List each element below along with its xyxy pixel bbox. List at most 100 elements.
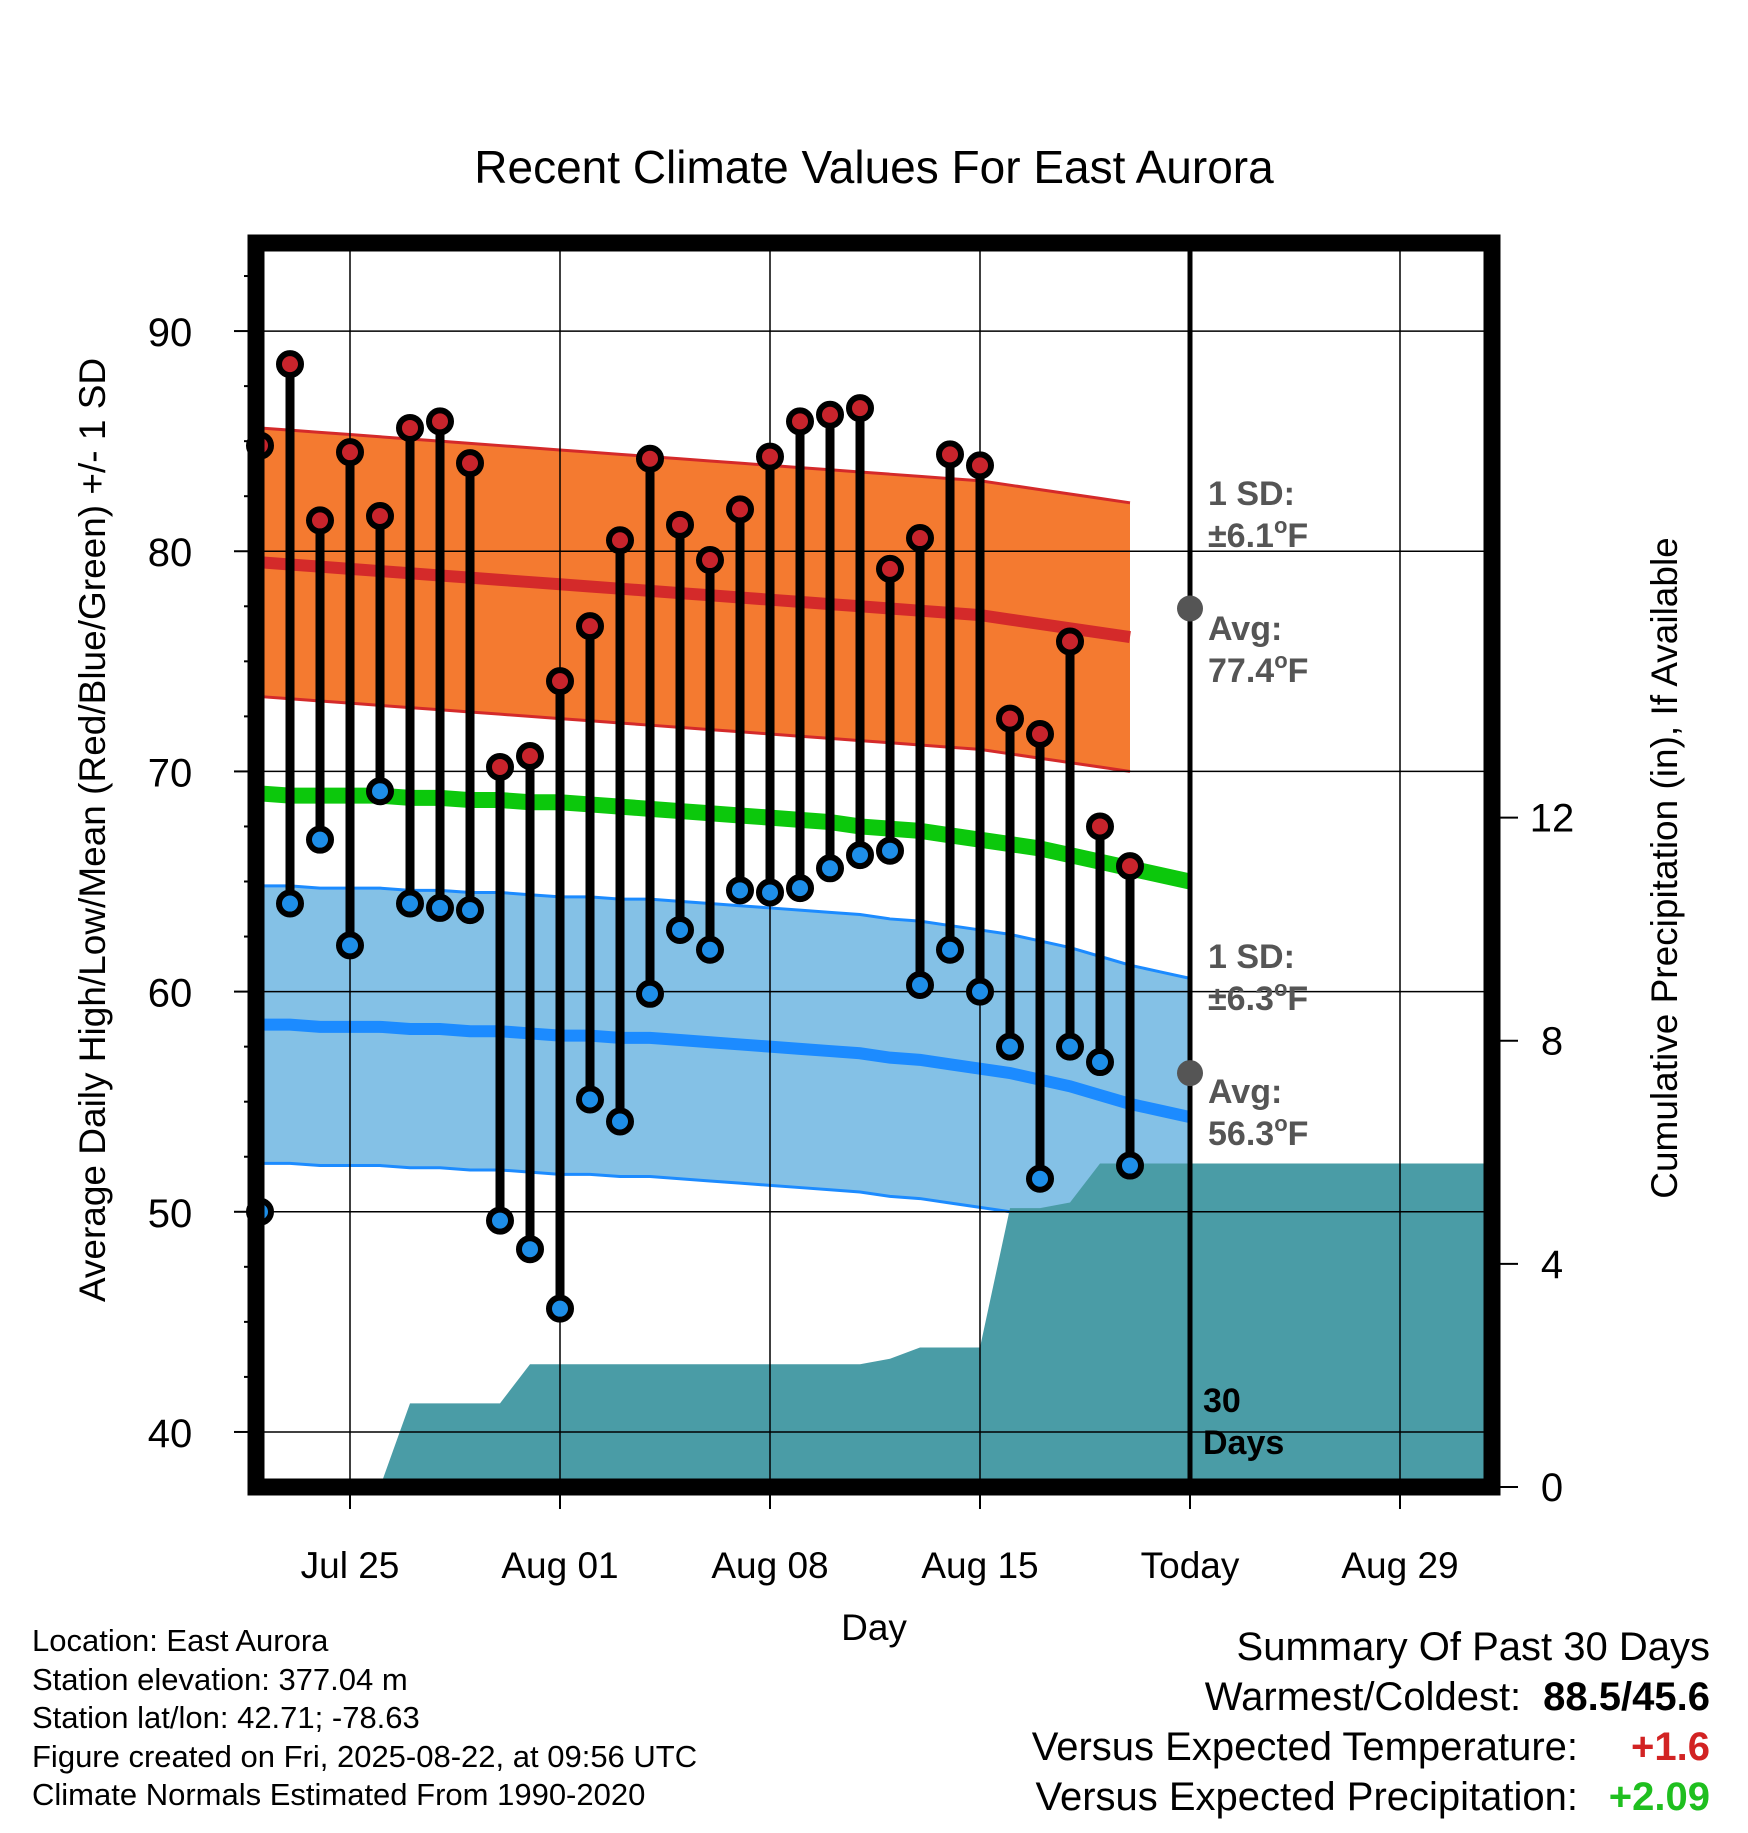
days-annotation-number: 30 <box>1203 1382 1241 1420</box>
daily-low-point <box>696 935 724 964</box>
daily-low-point <box>636 979 664 1008</box>
daily-high-point <box>516 742 544 771</box>
daily-high-point <box>456 449 484 478</box>
temp-anomaly-row: Versus Expected Temperature: +1.6 <box>1032 1722 1710 1772</box>
low-avg-annotation: Avg:56.3oF <box>1208 1073 1308 1153</box>
daily-high-point <box>996 704 1024 733</box>
y2-tick-label: 12 <box>1530 797 1575 841</box>
warmest-coldest-row: Warmest/Coldest: 88.5/45.6 <box>1032 1672 1710 1722</box>
daily-high-point <box>576 612 604 641</box>
y-tick-label: 50 <box>148 1192 193 1236</box>
cumulative-precip-area <box>260 1163 1492 1487</box>
daily-low-point <box>996 1032 1024 1061</box>
high-sd-annotation-line2: ±6.1oF <box>1208 513 1308 555</box>
daily-high-point <box>1026 719 1054 748</box>
daily-low-point <box>306 825 334 854</box>
high-avg-annotation: Avg:77.4oF <box>1208 610 1308 690</box>
daily-high-point <box>306 506 334 535</box>
latlon-text: Station lat/lon: 42.71; -78.63 <box>32 1700 420 1735</box>
daily-high-point <box>636 444 664 473</box>
x-tick-label: Aug 08 <box>711 1545 828 1586</box>
daily-high-point <box>1086 812 1114 841</box>
y-tick-label: 70 <box>148 751 193 795</box>
daily-low-point <box>966 977 994 1006</box>
daily-high-point <box>696 546 724 575</box>
daily-high-point <box>726 495 754 524</box>
created-text: Figure created on Fri, 2025-08-22, at 09… <box>32 1738 698 1774</box>
daily-low-point <box>1116 1151 1144 1180</box>
low-sd-band <box>260 885 1190 1256</box>
daily-low-point <box>846 841 874 870</box>
daily-low-point <box>666 915 694 944</box>
daily-high-point <box>906 524 934 553</box>
x-tick-label: Jul 25 <box>301 1545 400 1586</box>
temp-anomaly-value: +1.6 <box>1631 1725 1710 1769</box>
precip-anomaly-value: +2.09 <box>1608 1775 1710 1819</box>
plot-area <box>256 243 1492 1487</box>
normal-high-line <box>259 556 1131 644</box>
x-tick-label: Aug 01 <box>501 1545 618 1586</box>
daily-high-point <box>816 400 844 429</box>
today-high-avg-marker <box>1177 595 1203 622</box>
high-band-lower-edge <box>259 695 1131 773</box>
y-tick-label: 40 <box>148 1412 193 1456</box>
precip-anomaly-row: Versus Expected Precipitation: +2.09 <box>1032 1772 1710 1822</box>
high-sd-annotation-line1: 1 SD: <box>1208 475 1295 513</box>
summary-panel: Summary Of Past 30 Days Warmest/Coldest:… <box>1032 1622 1710 1822</box>
low-avg-annotation-line1: Avg: <box>1208 1073 1282 1111</box>
daily-low-point <box>456 896 484 925</box>
daily-high-point <box>606 526 634 555</box>
daily-high-point <box>786 407 814 436</box>
daily-low-point <box>546 1294 574 1323</box>
high-sd-annotation: 1 SD:±6.1oF <box>1208 475 1308 555</box>
normals-text: Climate Normals Estimated From 1990-2020 <box>32 1777 646 1812</box>
daily-low-point <box>936 935 964 964</box>
daily-high-point <box>336 438 364 467</box>
low-band-upper-edge <box>260 884 1191 980</box>
temp-anomaly-label: Versus Expected Temperature: <box>1031 1725 1578 1769</box>
daily-low-point <box>516 1235 544 1264</box>
chart-title: Recent Climate Values For East Aurora <box>474 141 1274 193</box>
normal-low-line <box>260 1018 1192 1123</box>
daily-low-point <box>336 931 364 960</box>
daily-high-point <box>546 667 574 696</box>
daily-low-point <box>366 777 394 806</box>
y-tick-label: 90 <box>148 311 193 355</box>
y-axis-label: Average Daily High/Low/Mean (Red/Blue/Gr… <box>72 358 113 1302</box>
elevation-text: Station elevation: 377.04 m <box>32 1661 408 1697</box>
x-axis-label: Day <box>841 1607 907 1648</box>
daily-high-point <box>666 510 694 539</box>
y-tick-label: 80 <box>148 531 193 575</box>
daily-low-point <box>786 874 814 903</box>
daily-low-point <box>396 889 424 918</box>
daily-high-point <box>486 753 514 782</box>
station-info: Location: East Aurora Station elevation:… <box>32 1622 697 1815</box>
days-annotation-word: Days <box>1203 1424 1284 1462</box>
daily-high-point <box>1056 627 1084 656</box>
x-tick-label: Aug 29 <box>1341 1545 1458 1586</box>
daily-low-point <box>276 889 304 918</box>
low-sd-annotation: 1 SD:±6.3oF <box>1208 938 1308 1018</box>
normal-mean-line <box>259 785 1192 890</box>
daily-high-point <box>846 394 874 423</box>
daily-low-point <box>606 1107 634 1136</box>
y-tick-label: 60 <box>148 972 193 1016</box>
y2-tick-label: 4 <box>1541 1243 1563 1287</box>
summary-title: Summary Of Past 30 Days <box>1236 1625 1710 1669</box>
today-low-avg-marker <box>1177 1060 1203 1087</box>
x-tick-label: Today <box>1141 1545 1240 1586</box>
daily-high-point <box>396 413 424 442</box>
x-tick-label: Aug 15 <box>921 1545 1038 1586</box>
high-avg-annotation-line2: 77.4oF <box>1208 648 1308 690</box>
y2-tick-label: 0 <box>1541 1466 1563 1510</box>
low-sd-annotation-line2: ±6.3oF <box>1208 976 1308 1018</box>
daily-high-point <box>756 442 784 471</box>
daily-low-point <box>1086 1048 1114 1077</box>
daily-low-point <box>1056 1032 1084 1061</box>
low-sd-annotation-line1: 1 SD: <box>1208 938 1295 976</box>
y2-tick-label: 8 <box>1541 1020 1563 1064</box>
daily-low-point <box>486 1206 514 1235</box>
daily-high-point <box>966 451 994 480</box>
